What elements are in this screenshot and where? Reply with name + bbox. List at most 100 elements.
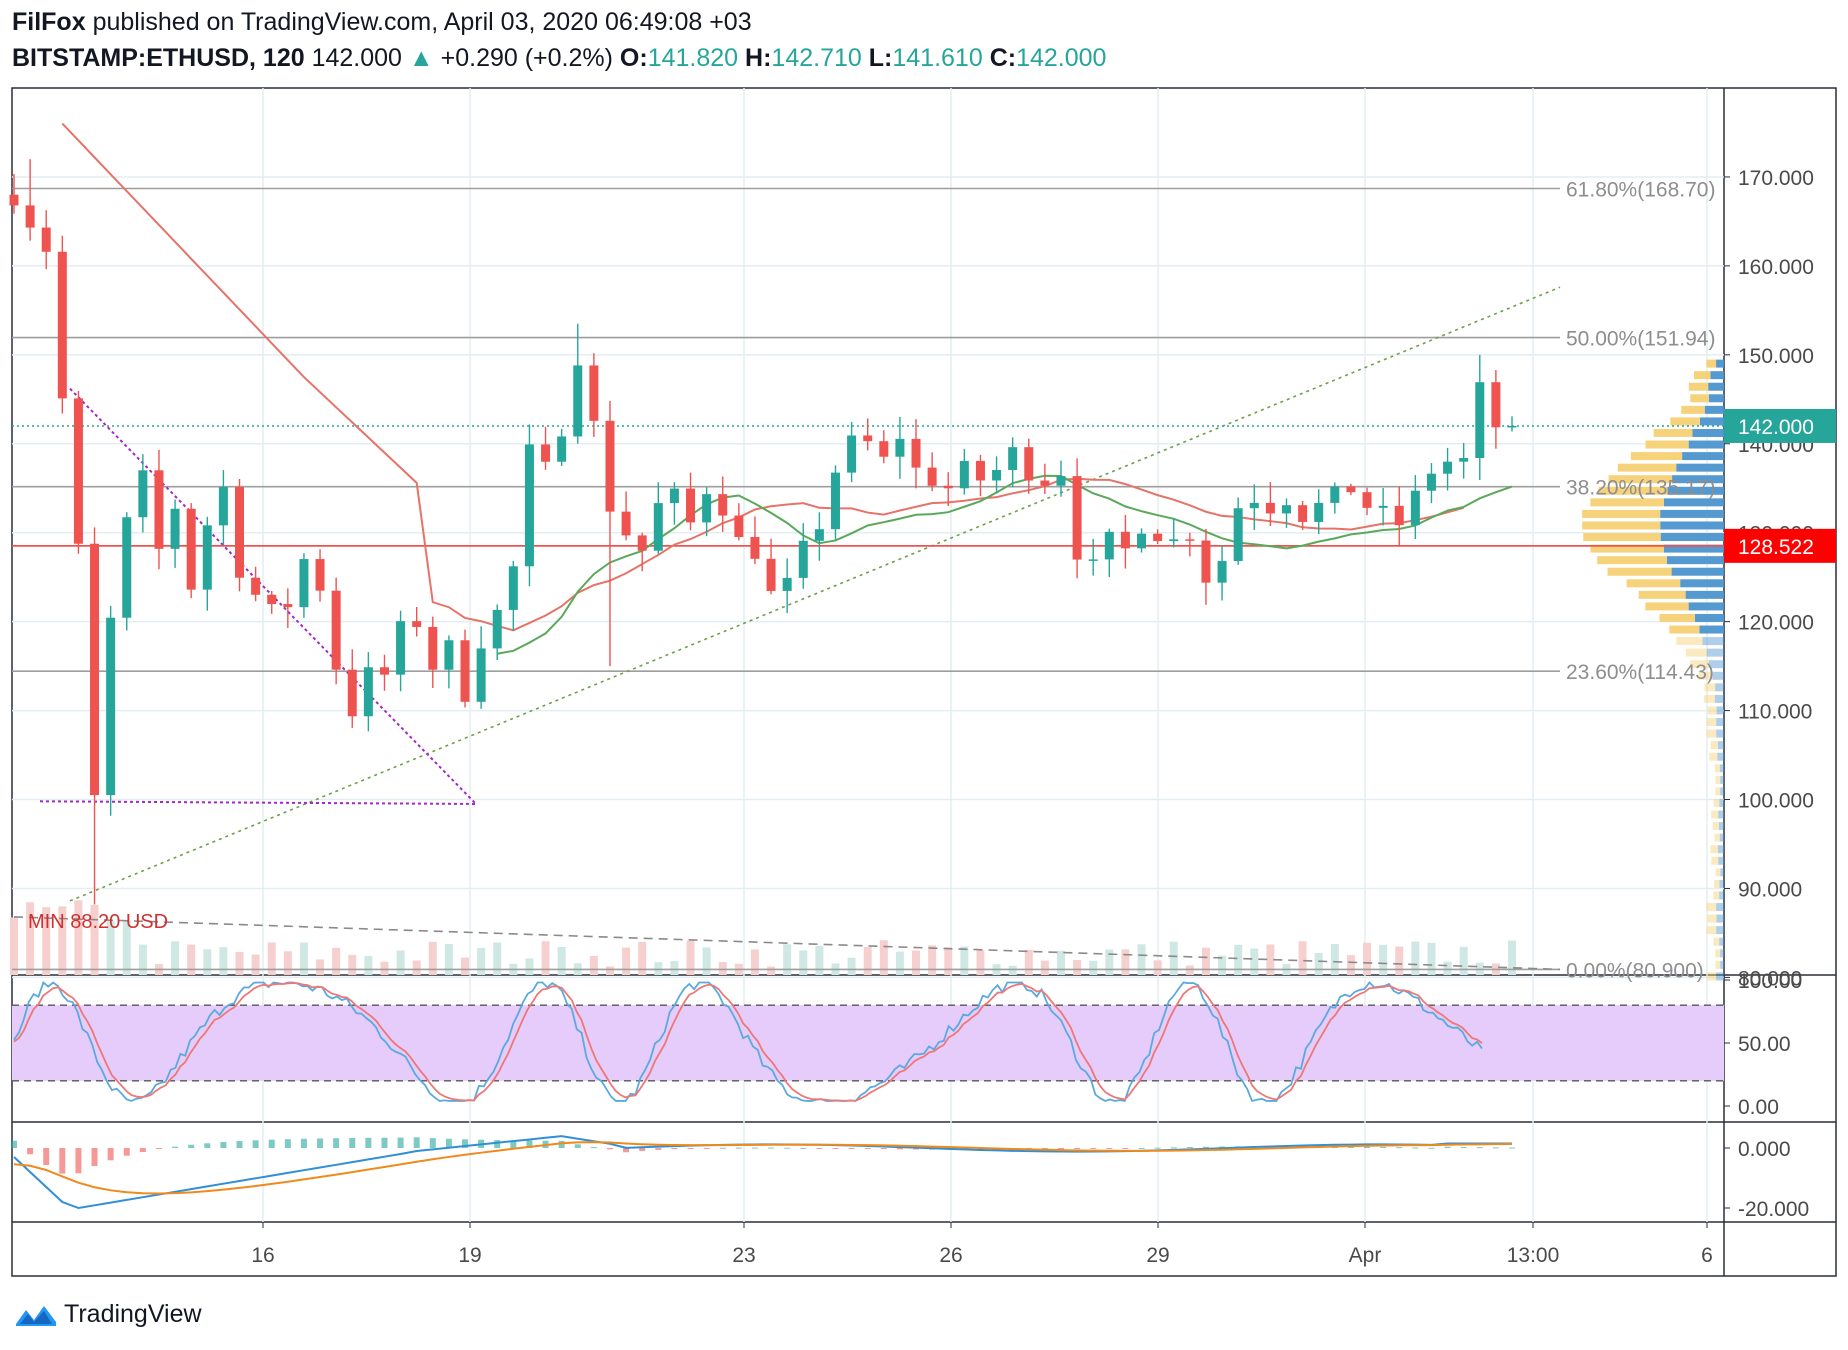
volume-bar — [428, 941, 437, 975]
volume-bar — [1056, 950, 1065, 975]
volume-profile-row — [1690, 660, 1709, 669]
macd-histogram-bar — [1509, 1147, 1515, 1149]
macd-histogram-bar — [107, 1148, 114, 1161]
tradingview-footer: TradingView — [14, 1300, 202, 1329]
candle-body — [814, 529, 824, 541]
volume-bar — [380, 961, 389, 975]
y-tick-label: 160.000 — [1738, 256, 1814, 279]
volume-profile-row — [1711, 810, 1719, 819]
candle-body — [847, 435, 857, 473]
volume-profile-row — [1716, 706, 1724, 715]
volume-bar — [1363, 942, 1372, 975]
symbol-legend: BITSTAMP:ETHUSD, 120 142.000 ▲ +0.290 (+… — [12, 44, 1106, 73]
macd-histogram-bar — [735, 1147, 742, 1149]
macd-histogram-bar — [11, 1140, 17, 1148]
candle-body — [1040, 480, 1050, 486]
candle-body — [1314, 502, 1324, 522]
candle-body — [830, 472, 840, 530]
volume-bar — [718, 962, 727, 975]
candle-body — [1104, 531, 1114, 560]
volume-profile-row — [1676, 463, 1724, 472]
volume-bar — [622, 947, 631, 975]
macd-signal-line — [13, 1141, 1513, 1195]
fib-level-label: 50.00%(151.94) — [1566, 328, 1715, 351]
volume-bar — [1459, 946, 1468, 975]
volume-bar — [525, 958, 534, 975]
macd-histogram-bar — [413, 1137, 420, 1148]
volume-profile-row — [1707, 706, 1717, 715]
volume-profile-row — [1720, 949, 1724, 958]
macd-histogram-bar — [880, 1148, 887, 1150]
volume-bar — [605, 966, 614, 975]
candle-body — [1491, 382, 1501, 428]
volume-profile-row — [1590, 498, 1664, 507]
volume-bar — [976, 950, 985, 975]
tradingview-brand[interactable]: TradingView — [64, 1300, 202, 1328]
volume-profile-row — [1720, 868, 1724, 877]
volume-profile-row — [1617, 463, 1677, 472]
candle-body — [122, 517, 132, 618]
volume-profile-row — [1713, 937, 1720, 946]
volume-bar — [58, 906, 67, 975]
volume-profile-row — [1706, 718, 1717, 727]
macd-histogram-bar — [1428, 1147, 1435, 1149]
macd-histogram-bar — [252, 1140, 259, 1148]
macd-histogram-bar — [1380, 1146, 1387, 1148]
macd-histogram-bar — [236, 1141, 243, 1148]
volume-bar — [1443, 961, 1452, 975]
fib-level-label: 0.00%(80.900) — [1566, 959, 1704, 982]
volume-profile-row — [1698, 671, 1713, 680]
volume-bar — [1121, 949, 1130, 975]
volume-bar — [26, 902, 35, 975]
chart-canvas[interactable]: 16 19 23 26 29 Apr 13:00 6 170.000 160.000 150.000… — [0, 0, 1848, 1290]
candle-body — [1056, 476, 1066, 486]
author-name[interactable]: FilFox — [12, 8, 86, 36]
volume-profile-row — [1717, 741, 1724, 750]
candle-body — [879, 441, 889, 457]
volume-bar — [412, 960, 421, 975]
volume-bar — [1153, 960, 1162, 975]
volume-profile-row — [1676, 637, 1703, 646]
volume-profile-row — [1660, 509, 1724, 518]
volume-bar — [251, 954, 260, 975]
macd-histogram-bar — [220, 1142, 227, 1148]
candle-body — [1426, 473, 1436, 491]
candle-body — [766, 558, 776, 591]
volume-profile-row — [1716, 926, 1724, 935]
macd-histogram-bar — [397, 1137, 404, 1148]
volume-profile-row — [1607, 567, 1672, 576]
candle-body — [589, 365, 599, 421]
candle-body — [57, 251, 67, 399]
volume-profile-row — [1717, 845, 1724, 854]
candle-body — [25, 205, 35, 228]
macd-histogram-bar — [671, 1148, 678, 1150]
volume-profile-row — [1706, 359, 1717, 368]
candle-body — [1410, 490, 1420, 526]
candle-body — [138, 470, 148, 518]
volume-profile-row — [1704, 683, 1716, 692]
stochastic-band — [12, 1005, 1724, 1081]
volume-bar — [1427, 942, 1436, 975]
volume-bar — [815, 945, 824, 975]
volume-profile-row — [1660, 533, 1724, 542]
candle-body — [782, 577, 792, 591]
volume-profile-row — [1699, 417, 1724, 426]
macd-histogram-bar — [75, 1148, 82, 1174]
volume-profile-row — [1597, 556, 1667, 565]
uptrend-line — [69, 286, 1561, 902]
volume-profile-row — [1707, 914, 1717, 923]
macd-histogram-bar — [816, 1148, 823, 1149]
volume-bar — [444, 943, 453, 975]
candle-body — [975, 460, 985, 481]
macd-histogram-bar — [1202, 1146, 1209, 1148]
volume-bar — [106, 921, 115, 975]
candle-body — [9, 194, 19, 206]
volume-profile-row — [1720, 960, 1724, 969]
volume-profile-row — [1688, 602, 1724, 611]
volume-profile-row — [1712, 671, 1724, 680]
symbol-label[interactable]: BITSTAMP:ETHUSD, 120 — [12, 44, 305, 72]
volume-profile-row — [1715, 787, 1721, 796]
volume-profile-row — [1663, 544, 1724, 553]
macd-histogram-bar — [1364, 1146, 1371, 1148]
volume-profile-row — [1716, 914, 1724, 923]
